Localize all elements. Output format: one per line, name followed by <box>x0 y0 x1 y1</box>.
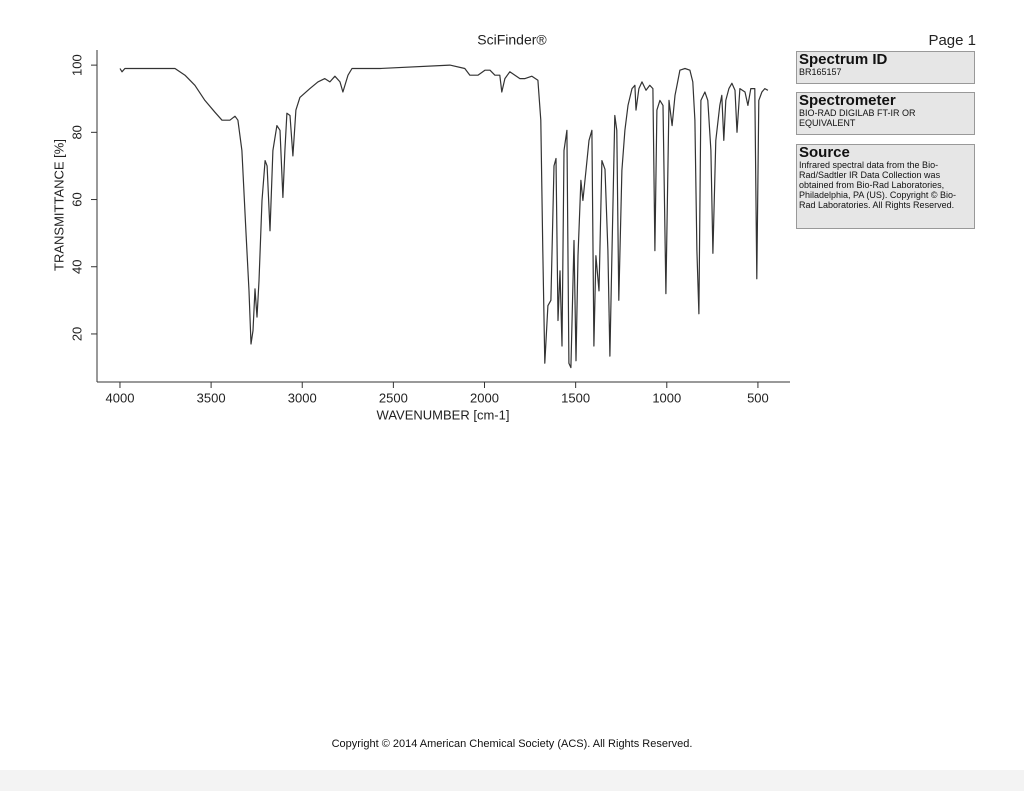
y-tick-label: 40 <box>69 260 84 274</box>
chart-title: SciFinder® <box>477 32 547 48</box>
y-tick-label: 20 <box>69 327 84 341</box>
x-tick-label: 2500 <box>379 390 408 405</box>
footer: Copyright © 2014 American Chemical Socie… <box>331 738 693 750</box>
spectrum-line <box>119 64 769 369</box>
box-heading: Source <box>799 144 850 161</box>
spectrum-id-box: Spectrum ID BR165157 <box>796 51 975 84</box>
y-tick-label: 60 <box>69 192 84 206</box>
box-body: Infrared spectral data from the Bio-Rad/… <box>799 160 957 210</box>
box-heading: Spectrum ID <box>799 51 888 68</box>
box-body: BIO-RAD DIGILAB FT-IR OR EQUIVALENT <box>799 108 916 128</box>
box-body: BR165157 <box>799 67 842 77</box>
y-axis-label: TRANSMITTANCE [%] <box>51 139 66 271</box>
x-tick-label: 3000 <box>288 390 317 405</box>
x-tick-label: 500 <box>747 390 769 405</box>
x-axis-label: WAVENUMBER [cm-1] <box>377 407 510 422</box>
x-tick-label: 2000 <box>470 390 499 405</box>
y-tick-label: 80 <box>69 125 84 139</box>
x-tick-label: 3500 <box>197 390 226 405</box>
x-tick-label: 1000 <box>652 390 681 405</box>
x-tick-label: 1500 <box>561 390 590 405</box>
page-number: Page 1 <box>928 32 976 49</box>
box-heading: Spectrometer <box>799 92 896 109</box>
source-box: Source Infrared spectral data from the B… <box>796 144 975 229</box>
x-tick-label: 4000 <box>106 390 135 405</box>
y-tick-label: 100 <box>69 54 84 76</box>
window-edge <box>0 770 1024 791</box>
spectrometer-box: Spectrometer BIO-RAD DIGILAB FT-IR OR EQ… <box>796 92 975 135</box>
